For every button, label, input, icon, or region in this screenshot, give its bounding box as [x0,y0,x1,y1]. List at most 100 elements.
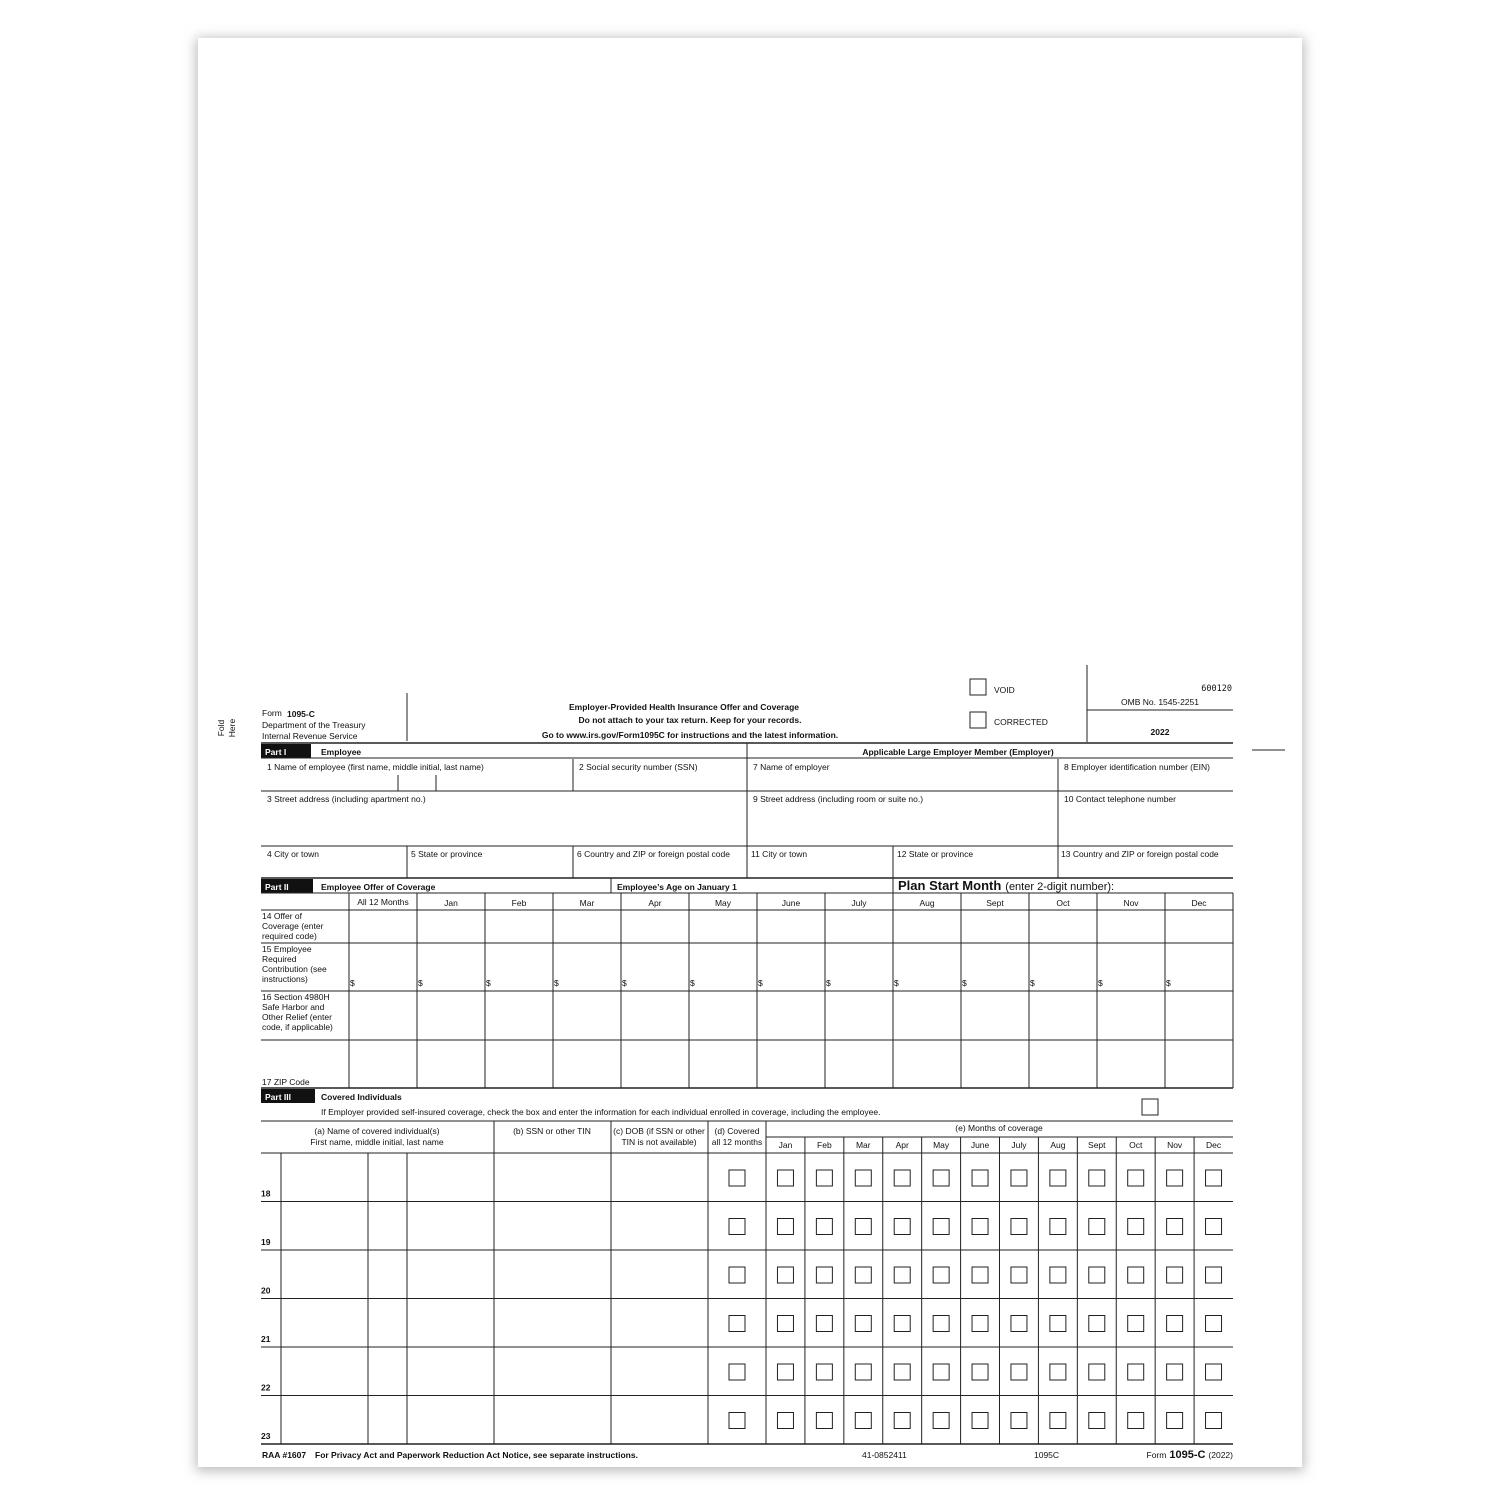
footer-form-number: 1095-C [1169,1449,1205,1461]
checkbox [1205,1169,1223,1187]
column-header: Apr [896,1140,909,1150]
column-header: (e) Months of coverage [955,1123,1043,1133]
checkbox [971,1169,989,1187]
checkbox [728,1266,746,1284]
part-badge [261,744,311,758]
checkbox [893,1169,911,1187]
age-label: Employee’s Age on January 1 [617,882,737,892]
checkbox [932,1315,950,1332]
checkbox [728,1315,746,1332]
checkbox [893,1412,911,1429]
checkbox [1010,1266,1028,1284]
plan-note: (enter 2-digit number): [1005,881,1114,893]
checkbox [893,1218,911,1235]
column-header: July [1011,1140,1027,1150]
footer-cat: 41-0852411 [862,1450,907,1460]
column-header: Dec [1191,898,1207,908]
footer-code: 1095C [1034,1450,1059,1460]
form-word: Form [262,708,282,718]
checkbox [1166,1266,1184,1284]
row-label: Required [262,954,297,964]
department: Department of the Treasury [262,720,366,730]
checkbox [1205,1412,1223,1429]
row-label: required code) [262,931,317,941]
checkbox [728,1363,746,1381]
checkbox [1127,1218,1145,1235]
part-title: Applicable Large Employer Member (Employ… [862,747,1053,757]
checkbox [971,1315,989,1332]
checkbox [1088,1218,1106,1235]
dollar-sign: $ [622,978,627,988]
checkbox [815,1218,833,1235]
checkbox [728,1218,746,1235]
checkbox [1166,1363,1184,1381]
dollar-sign: $ [758,978,763,988]
checkbox [854,1412,872,1429]
part-title: Employee Offer of Coverage [321,882,436,892]
footer-privacy: For Privacy Act and Paperwork Reduction … [315,1450,638,1460]
checkbox [1010,1315,1028,1332]
checkbox [776,1363,794,1381]
field-label: 9 Street address (including room or suit… [753,794,923,804]
dollar-sign: $ [962,978,967,988]
dollar-sign: $ [894,978,899,988]
agency: Internal Revenue Service [262,731,358,741]
checkbox [1049,1169,1067,1187]
column-header: Feb [817,1140,832,1150]
column-header: June [782,898,801,908]
checkbox [1049,1266,1067,1284]
column-header: Dec [1206,1140,1222,1150]
fold-mark: Here [227,719,237,738]
checkbox [1088,1266,1106,1284]
checkbox [1049,1412,1067,1429]
checkbox [971,1266,989,1284]
checkbox [932,1266,950,1284]
column-header: May [933,1140,950,1150]
notice: Do not attach to your tax return. Keep f… [579,715,802,725]
row-label: 15 Employee [262,944,312,954]
checkbox [1010,1169,1028,1187]
checkbox [932,1218,950,1235]
field-label: 2 Social security number (SSN) [579,762,698,772]
checkbox [971,1218,989,1235]
checkbox [1127,1315,1145,1332]
footer-form-word: Form [1147,1450,1167,1460]
checkbox [776,1266,794,1284]
form-number: 1095-C [287,709,315,719]
column-header: Sept [1088,1140,1106,1150]
part-note: If Employer provided self-insured covera… [321,1107,880,1117]
checkbox [854,1266,872,1284]
form-sheet [198,38,1302,1467]
checkbox [1010,1412,1028,1429]
column-header: All 12 Months [357,897,409,907]
column-header: First name, middle initial, last name [310,1137,443,1147]
row-number: 19 [261,1237,271,1247]
checkbox [893,1315,911,1332]
checkbox [1166,1169,1184,1187]
field-label: 1 Name of employee (first name, middle i… [267,762,484,772]
checkbox [1088,1363,1106,1381]
row-label: Other Relief (enter [262,1012,332,1022]
checkbox [776,1315,794,1332]
field-label: 13 Country and ZIP or foreign postal cod… [1061,849,1219,859]
column-header: Feb [512,898,527,908]
dollar-sign: $ [418,978,423,988]
plan-start: Plan Start Month (enter 2-digit number): [898,878,1114,893]
checkbox [1049,1315,1067,1332]
checkbox [1166,1412,1184,1429]
checkbox [932,1169,950,1187]
row-number: 23 [261,1431,271,1441]
checkbox [1205,1266,1223,1284]
form-title: Employer-Provided Health Insurance Offer… [569,702,799,712]
dollar-sign: $ [554,978,559,988]
column-header: Mar [580,898,595,908]
field-label: 4 City or town [267,849,319,859]
checkbox [776,1169,794,1187]
row-number: 21 [261,1334,271,1344]
dollar-sign: $ [350,978,355,988]
field-label: 12 State or province [897,849,973,859]
column-header: (c) DOB (if SSN or other [613,1126,705,1136]
field-label: 11 City or town [751,849,807,859]
checkbox [932,1363,950,1381]
